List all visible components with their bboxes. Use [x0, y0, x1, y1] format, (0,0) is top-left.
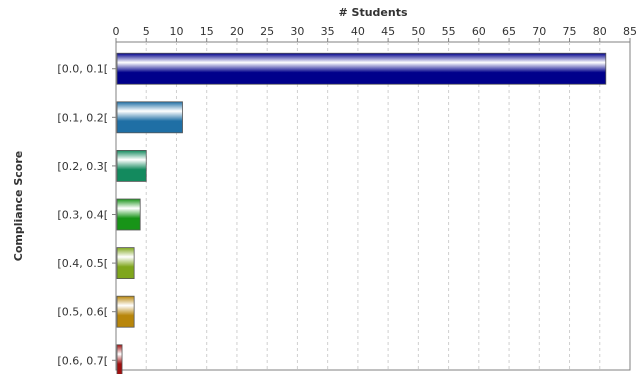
x-tick-label: 0 — [113, 25, 120, 38]
x-tick-label: 50 — [411, 25, 425, 38]
x-tick-label: 55 — [442, 25, 456, 38]
x-tick-label: 25 — [260, 25, 274, 38]
x-tick-label: 5 — [143, 25, 150, 38]
x-tick-label: 10 — [169, 25, 183, 38]
bar — [116, 198, 141, 231]
x-tick-label: 60 — [472, 25, 486, 38]
bar — [116, 101, 183, 134]
x-tick-label: 65 — [502, 25, 516, 38]
bar — [116, 150, 147, 182]
x-axis-title: # Students — [338, 6, 407, 19]
x-tick-label: 40 — [351, 25, 365, 38]
x-tick-label: 80 — [593, 25, 607, 38]
x-tick-label: 70 — [532, 25, 546, 38]
category-label: [0.4, 0.5[ — [57, 257, 108, 270]
bar — [116, 344, 123, 374]
category-labels: [0.0, 0.1[ [0.1, 0.2[ [0.2, 0.3[ [0.3, 0.4[… — [57, 63, 116, 367]
bar — [116, 295, 135, 328]
x-tick-label: 75 — [563, 25, 577, 38]
gridlines — [145, 42, 601, 370]
plot-area — [115, 41, 631, 371]
x-tick-label: 15 — [200, 25, 214, 38]
category-label: [0.5, 0.6[ — [57, 306, 108, 319]
bars — [116, 52, 607, 374]
x-tick-label: 85 — [623, 25, 637, 38]
y-axis-title: Compliance Score — [12, 151, 25, 261]
category-label: [0.0, 0.1[ — [57, 63, 108, 76]
category-label: [0.2, 0.3[ — [57, 160, 108, 173]
category-label: [0.6, 0.7[ — [57, 354, 108, 367]
bar — [116, 247, 135, 279]
x-tick-label: 30 — [290, 25, 304, 38]
category-label: [0.3, 0.4[ — [57, 209, 108, 222]
x-tick-label: 20 — [230, 25, 244, 38]
x-axis-ticks: 0 5 10 15 20 25 30 35 40 45 50 55 60 65 70 75 80 85 — [113, 25, 637, 42]
bar — [116, 52, 607, 85]
x-tick-label: 45 — [381, 25, 395, 38]
x-tick-label: 35 — [321, 25, 335, 38]
category-label: [0.1, 0.2[ — [57, 111, 108, 124]
